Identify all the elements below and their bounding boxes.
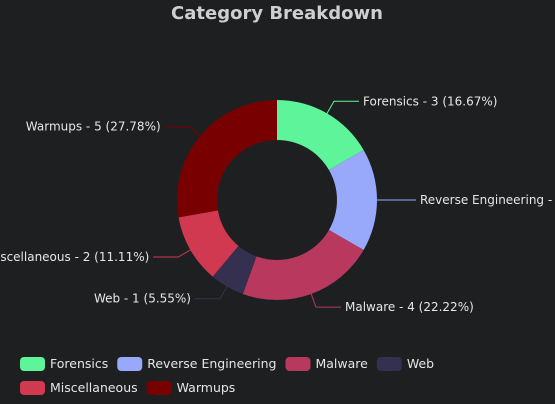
legend-swatch-warmups (146, 381, 172, 395)
slice-web[interactable] (212, 245, 257, 294)
legend-label-reverse-engineering: Reverse Engineering (147, 356, 276, 371)
label-line-web (195, 284, 229, 300)
legend-item-reverse-engineering[interactable]: Reverse Engineering (117, 356, 276, 371)
donut-slices (177, 100, 377, 300)
label-line-miscellaneous (153, 248, 193, 258)
slice-label-warmups: Warmups - 5 (27.78%) (26, 120, 161, 134)
slice-warmups[interactable] (177, 100, 277, 218)
legend-item-forensics[interactable]: Forensics (20, 356, 108, 371)
label-line-warmups (164, 126, 203, 138)
legend-swatch-malware (285, 357, 311, 371)
label-line-malware (310, 291, 341, 308)
slice-label-web: Web - 1 (5.55%) (94, 292, 191, 306)
legend-item-miscellaneous[interactable]: Miscellaneous (20, 380, 138, 395)
slice-label-malware: Malware - 4 (22.22%) (345, 300, 474, 314)
legend-label-forensics: Forensics (50, 356, 108, 371)
label-line-forensics (325, 100, 359, 116)
legend-item-warmups[interactable]: Warmups (146, 380, 236, 395)
slice-label-forensics: Forensics - 3 (16.67%) (363, 94, 497, 108)
legend-swatch-web (376, 357, 402, 371)
legend-label-miscellaneous: Miscellaneous (50, 380, 138, 395)
slice-label-reverse-engineering: Reverse Engineering - 3 (16.67%) (420, 193, 555, 207)
legend-label-malware: Malware (315, 356, 368, 371)
slice-label-lines (153, 100, 416, 308)
slice-labels: Forensics - 3 (16.67%) Reverse Engineerin… (0, 94, 555, 314)
legend-item-web[interactable]: Web (376, 356, 434, 371)
legend-swatch-miscellaneous (20, 381, 45, 395)
legend-item-malware[interactable]: Malware (285, 356, 368, 371)
slice-miscellaneous[interactable] (178, 210, 239, 277)
legend-label-web: Web (407, 356, 434, 371)
legend-label-warmups: Warmups (177, 380, 236, 395)
slice-forensics[interactable] (277, 100, 364, 170)
chart-title: Category Breakdown (171, 3, 383, 24)
slice-reverse-engineering[interactable] (328, 150, 377, 250)
slice-label-miscellaneous: Miscellaneous - 2 (11.11%) (0, 250, 149, 264)
slice-malware[interactable] (242, 230, 364, 300)
legend-swatch-forensics (20, 357, 45, 371)
chart-legend: Forensics Reverse Engineering Malware Web Mi… (20, 356, 434, 395)
legend-swatch-reverse-engineering (117, 357, 143, 371)
